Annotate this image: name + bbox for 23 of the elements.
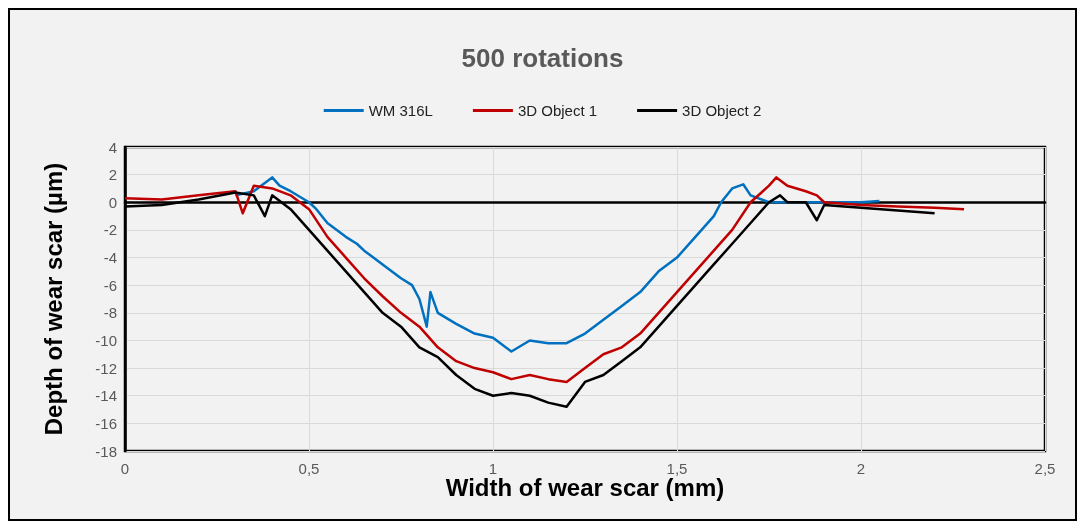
x-tick-label: 2 [856,460,866,477]
y-tick-label: -10 [95,331,117,349]
y-tick-label: 4 [108,138,117,156]
y-tick-label: -2 [103,221,117,239]
x-tick-label: 2,5 [1034,460,1056,477]
legend-label: 3D Object 2 [682,102,762,119]
y-tick-label: -12 [95,359,117,377]
chart-title: 500 rotations [461,43,624,73]
x-tick-label: 0 [120,460,130,477]
legend-label: WM 316L [368,102,433,119]
x-tick-label: 0,5 [298,460,320,477]
legend-label: 3D Object 1 [517,102,598,119]
y-axis-title: Depth of wear scar (µm) [39,162,67,436]
y-tick-label: -14 [95,387,117,405]
y-tick-label: -4 [103,249,117,267]
y-tick-label: -6 [103,276,117,294]
y-tick-label: -18 [95,442,117,460]
line-series [123,176,966,384]
y-tick-label: 0 [108,193,117,211]
y-tick-label: -16 [95,414,117,432]
x-tick-label: 1 [488,460,498,477]
y-tick-label: -8 [103,304,117,322]
y-tick-label: 2 [108,166,117,184]
